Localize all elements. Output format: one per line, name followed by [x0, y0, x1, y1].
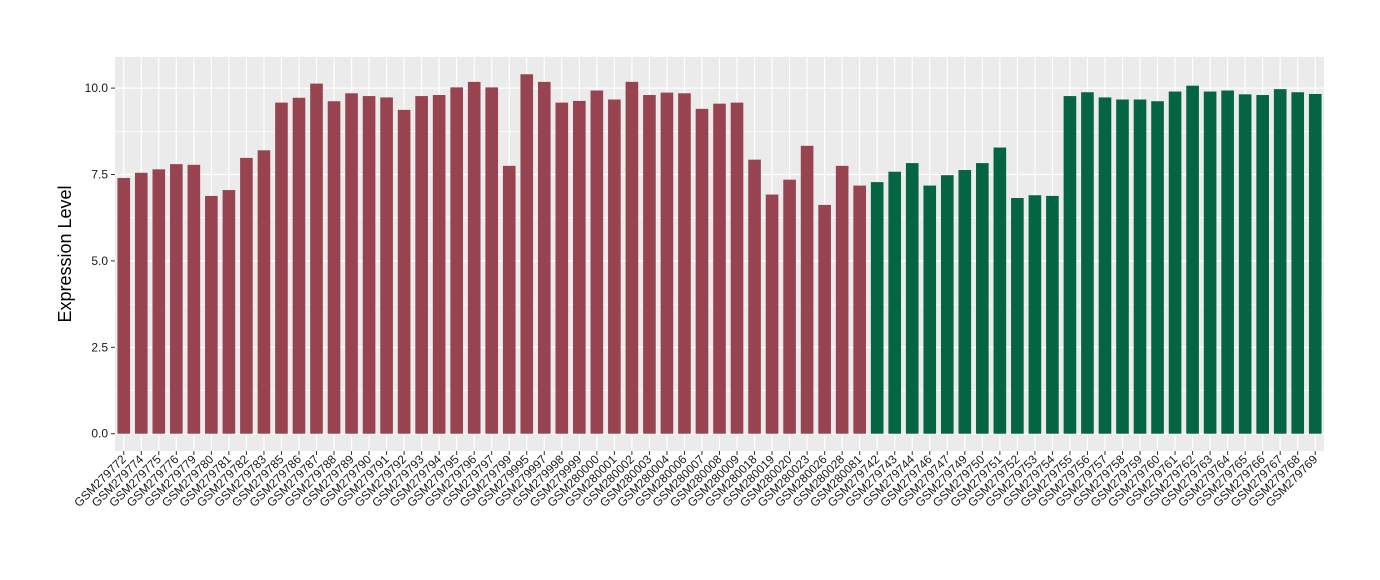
bar-GSM280006	[678, 93, 691, 434]
bar-GSM279742	[870, 182, 884, 434]
bar-GSM279765	[1238, 94, 1252, 434]
bars	[117, 74, 1322, 434]
bar-GSM279747	[940, 175, 954, 434]
bar-GSM279797	[485, 87, 499, 434]
bar-GSM279796	[467, 81, 481, 434]
bar-GSM279754	[1046, 195, 1059, 434]
bar-GSM279769	[1308, 93, 1322, 434]
bar-GSM279763	[1203, 91, 1217, 434]
bar-GSM280002	[625, 81, 639, 434]
bar-GSM279756	[1081, 92, 1094, 434]
bar-GSM279759	[1133, 99, 1147, 434]
bar-GSM279998	[555, 102, 569, 434]
bar-GSM280001	[608, 99, 621, 434]
bar-GSM279768	[1291, 92, 1305, 434]
bar-GSM280026	[818, 204, 831, 434]
y-tick-label: 0.0	[91, 427, 108, 441]
bar-GSM279780	[205, 195, 218, 434]
bar-GSM279760	[1151, 101, 1164, 434]
bar-GSM279761	[1168, 91, 1182, 434]
bar-GSM279746	[923, 185, 937, 434]
y-tick-label: 2.5	[91, 340, 108, 354]
bar-GSM279753	[1028, 195, 1042, 434]
bar-GSM280081	[853, 185, 866, 434]
bar-GSM279793	[415, 96, 428, 434]
bar-GSM279781	[222, 190, 236, 434]
bar-GSM279790	[362, 96, 376, 434]
bar-GSM279783	[257, 150, 271, 434]
bar-GSM279762	[1186, 85, 1199, 434]
bar-GSM279767	[1273, 89, 1287, 434]
bar-GSM279766	[1256, 95, 1269, 434]
y-tick-label: 5.0	[91, 254, 108, 268]
bar-GSM279995	[520, 74, 534, 434]
bar-GSM280020	[783, 179, 796, 434]
bar-GSM279764	[1221, 90, 1234, 434]
bar-GSM279755	[1063, 96, 1077, 434]
bar-GSM280018	[748, 159, 761, 434]
bar-GSM279744	[905, 163, 919, 434]
bar-GSM279750	[976, 163, 989, 434]
bar-GSM279775	[152, 169, 166, 434]
bar-GSM279749	[958, 170, 972, 434]
bar-GSM280007	[695, 108, 709, 434]
bar-GSM279795	[450, 87, 463, 434]
bar-GSM279794	[432, 95, 446, 434]
bar-GSM279791	[380, 97, 393, 434]
bar-GSM279788	[327, 101, 341, 434]
y-axis: 0.0 2.5 5.0 7.5 10.0	[85, 81, 115, 441]
bar-GSM279997	[537, 81, 551, 434]
bar-GSM279789	[345, 93, 358, 434]
bar-GSM279999	[573, 100, 586, 434]
bar-GSM279757	[1098, 97, 1112, 434]
bar-GSM279774	[134, 172, 148, 434]
bar-GSM280004	[660, 92, 674, 434]
bar-GSM279743	[888, 171, 902, 434]
bar-GSM279785	[275, 102, 288, 434]
x-axis: GSM279772GSM279774GSM279775GSM279776GSM2…	[71, 451, 1321, 510]
bar-GSM279772	[117, 177, 131, 434]
bar-GSM279792	[397, 109, 411, 434]
bar-GSM279752	[1011, 198, 1024, 434]
bar-GSM280028	[835, 165, 849, 434]
y-tick-label: 7.5	[91, 168, 108, 182]
bar-GSM280019	[765, 194, 779, 434]
bar-GSM279776	[170, 164, 183, 434]
y-axis-title: Expression Level	[55, 185, 75, 322]
bar-GSM279786	[292, 97, 306, 434]
bar-GSM279751	[993, 147, 1007, 434]
bar-GSM279782	[240, 157, 253, 434]
bar-GSM280003	[643, 95, 656, 434]
bar-GSM279799	[502, 165, 516, 434]
y-tick-label: 10.0	[85, 81, 109, 95]
bar-GSM280008	[713, 103, 726, 434]
bar-GSM280000	[590, 90, 604, 434]
bar-GSM280023	[800, 145, 814, 434]
bar-GSM279758	[1116, 99, 1129, 434]
bar-GSM279787	[310, 83, 323, 434]
bar-GSM279779	[187, 164, 201, 434]
bar-GSM280009	[730, 102, 744, 434]
